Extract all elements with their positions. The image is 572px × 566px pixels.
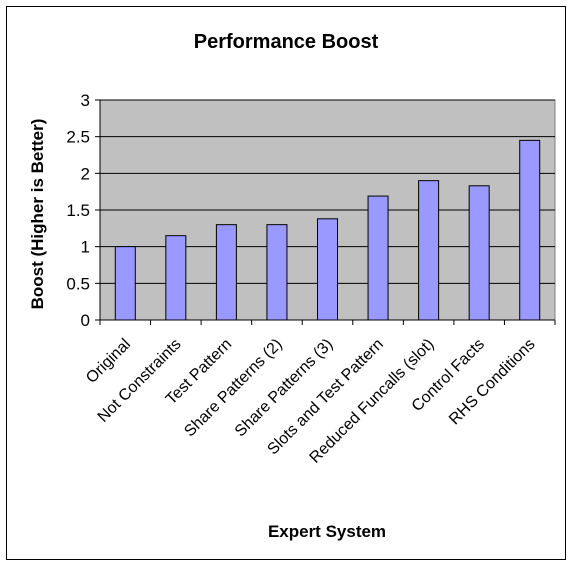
x-axis-title: Expert System bbox=[268, 522, 386, 541]
chart-title: Performance Boost bbox=[194, 31, 379, 53]
y-axis-title: Boost (Higher is Better) bbox=[28, 119, 47, 310]
y-tick-label: 0.5 bbox=[66, 274, 90, 293]
x-category-label: RHS Conditions bbox=[446, 336, 539, 429]
y-tick-label: 2.5 bbox=[66, 128, 90, 147]
y-tick-label: 1 bbox=[81, 238, 90, 257]
y-tick-label: 3 bbox=[81, 91, 90, 110]
bar bbox=[468, 185, 490, 321]
bar bbox=[367, 195, 389, 321]
x-category-label: Share Patterns (3) bbox=[232, 336, 336, 440]
bar bbox=[519, 139, 541, 321]
y-tick-label: 1.5 bbox=[66, 201, 90, 220]
bar bbox=[114, 246, 136, 321]
bar bbox=[317, 218, 338, 321]
y-tick-label: 2 bbox=[81, 164, 90, 183]
x-category-label: Original bbox=[83, 336, 134, 387]
bar bbox=[165, 235, 187, 321]
bar bbox=[266, 224, 288, 321]
bar bbox=[215, 224, 237, 321]
bar bbox=[418, 180, 440, 321]
y-tick-label: 0 bbox=[81, 311, 90, 330]
x-category-label: Share Patterns (2) bbox=[181, 336, 285, 440]
